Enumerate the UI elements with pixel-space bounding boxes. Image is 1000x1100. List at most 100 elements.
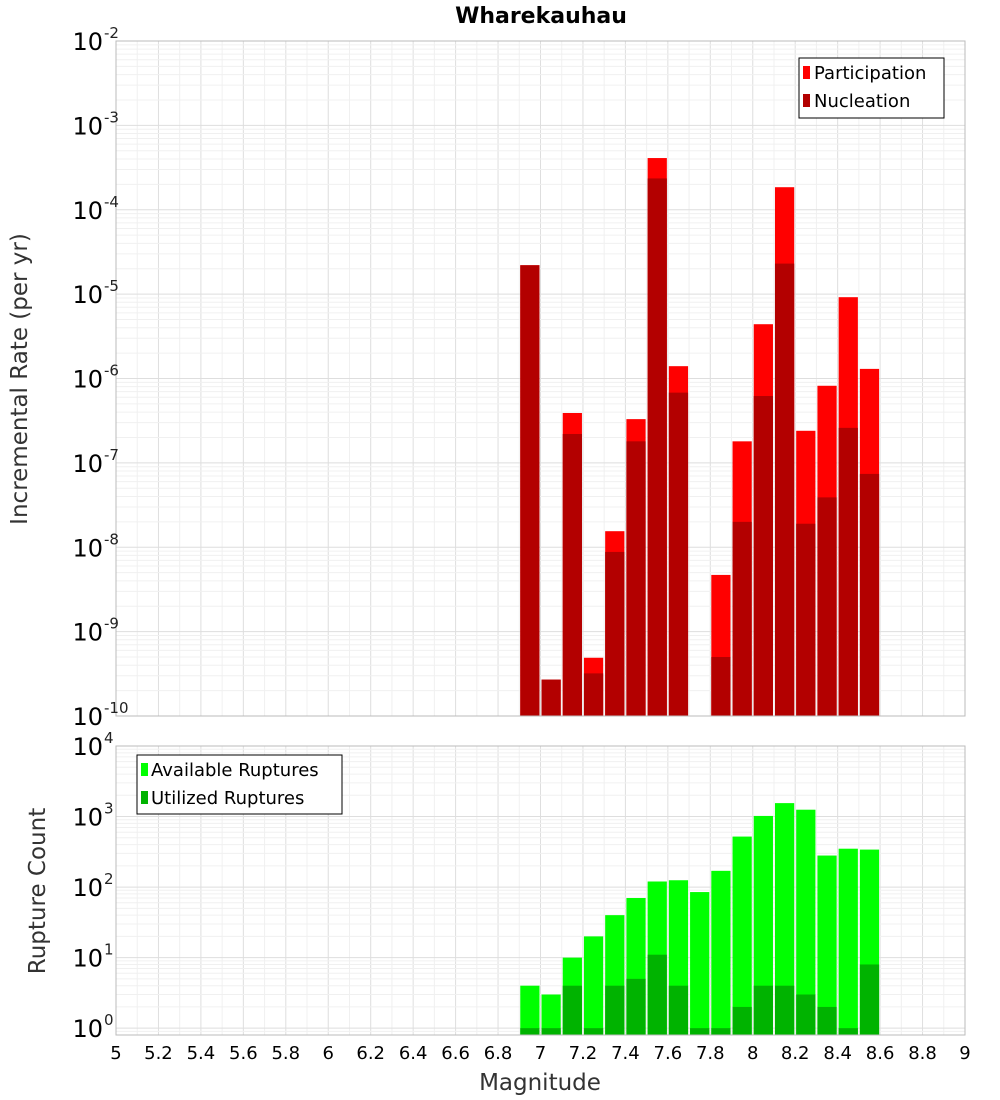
legend-label-nucleation: Nucleation [814, 91, 910, 112]
bottom-legend-box [136, 754, 343, 815]
y-tick-exponent: -10 [104, 699, 129, 717]
y-tick-exponent: 3 [104, 800, 114, 818]
bar-utilized-ruptures [732, 1006, 752, 1035]
bar-nucleation [817, 497, 837, 716]
bottom-legend: Available Ruptures Utilized Ruptures [136, 754, 343, 815]
top-y-tick: 10 -10 [72, 699, 128, 731]
x-tick-label: 6.2 [356, 1043, 385, 1064]
top-y-tick: 10 -2 [72, 24, 119, 56]
bar-nucleation [796, 523, 816, 716]
bar-available-ruptures [838, 848, 858, 1035]
x-tick-label: 7 [535, 1043, 546, 1064]
y-tick-base: 10 [72, 733, 103, 761]
bottom-bars [520, 803, 880, 1035]
y-tick-base: 10 [72, 450, 103, 478]
bar-nucleation [838, 427, 858, 716]
x-axis-label: Magnitude [479, 1070, 601, 1096]
bar-utilized-ruptures [817, 1006, 837, 1035]
bar-utilized-ruptures [859, 964, 880, 1035]
bar-available-ruptures [817, 855, 837, 1035]
top-y-tick: 10 -6 [72, 362, 119, 394]
y-tick-base: 10 [72, 281, 103, 309]
y-tick-base: 10 [72, 197, 103, 225]
x-tick-label: 8.4 [823, 1043, 852, 1064]
x-tick-label: 7.6 [654, 1043, 683, 1064]
bar-utilized-ruptures [668, 985, 689, 1035]
y-tick-exponent: -3 [104, 108, 119, 126]
bar-nucleation [859, 473, 880, 716]
bar-utilized-ruptures [774, 985, 795, 1035]
bar-nucleation [647, 178, 667, 716]
top-grid [115, 40, 966, 717]
x-tick-label: 9 [959, 1043, 970, 1064]
y-tick-exponent: 4 [104, 729, 114, 747]
x-tick-label: 5.8 [271, 1043, 300, 1064]
bar-available-ruptures [711, 870, 731, 1035]
top-plot-border [115, 40, 966, 717]
x-tick-labels: 5 5.2 5.4 5.6 5.8 6 6.2 6.4 6.6 6.8 7 7.2 7.4 7.6 7.8 8… [110, 1043, 970, 1064]
y-tick-base: 10 [72, 366, 103, 394]
bar-nucleation [626, 441, 646, 716]
bar-nucleation [732, 521, 752, 716]
bar-available-ruptures [583, 936, 604, 1035]
x-tick-label: 6.4 [399, 1043, 428, 1064]
y-tick-exponent: -7 [104, 446, 119, 464]
y-tick-base: 10 [72, 874, 103, 902]
y-tick-exponent: -9 [104, 615, 119, 633]
bottom-y-tick: 10 2 [72, 870, 113, 902]
bar-nucleation [583, 673, 604, 716]
bar-available-ruptures [732, 836, 752, 1035]
x-tick-label: 8.2 [781, 1043, 810, 1064]
top-y-tick: 10 -3 [72, 108, 119, 140]
y-tick-exponent: 1 [104, 941, 114, 959]
y-tick-base: 10 [72, 1015, 103, 1043]
bar-nucleation [668, 392, 689, 716]
bar-available-ruptures [774, 803, 795, 1035]
y-tick-base: 10 [72, 534, 103, 562]
legend-swatch-utilized [141, 791, 148, 804]
y-tick-exponent: 0 [104, 1011, 114, 1029]
bar-utilized-ruptures [838, 1028, 858, 1035]
bar-available-ruptures [796, 809, 816, 1035]
y-tick-base: 10 [72, 619, 103, 647]
y-tick-exponent: -8 [104, 530, 119, 548]
y-tick-exponent: 2 [104, 870, 114, 888]
bar-utilized-ruptures [520, 1028, 540, 1035]
bar-utilized-ruptures [690, 1028, 710, 1035]
y-tick-base: 10 [72, 804, 103, 832]
legend-swatch-nucleation [803, 94, 810, 107]
bar-nucleation [711, 657, 731, 716]
top-y-tick: 10 -4 [72, 193, 119, 225]
top-y-tick: 10 -7 [72, 446, 119, 478]
bar-available-ruptures [753, 815, 773, 1035]
bar-available-ruptures [541, 994, 561, 1035]
x-tick-label: 5.6 [229, 1043, 258, 1064]
legend-label-available: Available Ruptures [151, 760, 319, 781]
bottom-y-tick: 10 3 [72, 800, 113, 832]
bar-nucleation [774, 263, 795, 716]
x-tick-label: 8.8 [908, 1043, 937, 1064]
bar-utilized-ruptures [605, 985, 625, 1035]
y-tick-base: 10 [72, 28, 103, 56]
x-tick-label: 7.2 [569, 1043, 598, 1064]
bottom-y-tick: 10 1 [72, 941, 113, 973]
top-y-tick: 10 -9 [72, 615, 119, 647]
top-legend-box [798, 57, 945, 119]
bar-available-ruptures [690, 892, 710, 1035]
bottom-plot-border [115, 745, 966, 1036]
x-tick-label: 6 [323, 1043, 334, 1064]
legend-swatch-available [141, 763, 148, 776]
legend-label-participation: Participation [814, 63, 926, 84]
bottom-y-axis-label: Rupture Count [25, 808, 51, 974]
y-tick-exponent: -5 [104, 277, 119, 295]
x-tick-label: 6.6 [441, 1043, 470, 1064]
bar-nucleation [541, 679, 561, 716]
y-tick-base: 10 [72, 703, 103, 731]
y-tick-exponent: -2 [104, 24, 119, 42]
x-tick-label: 6.8 [484, 1043, 513, 1064]
x-tick-label: 7.8 [696, 1043, 725, 1064]
top-legend: Participation Nucleation [798, 57, 945, 119]
